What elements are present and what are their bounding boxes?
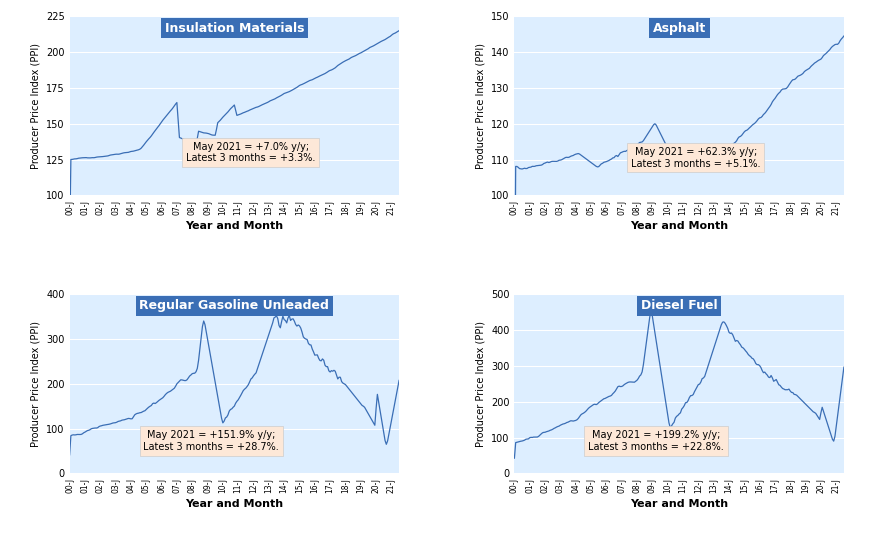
Text: Insulation Materials: Insulation Materials — [164, 22, 304, 34]
Text: Regular Gasoline Unleaded: Regular Gasoline Unleaded — [139, 300, 328, 313]
Y-axis label: Producer Price Index (PPI): Producer Price Index (PPI) — [475, 43, 485, 169]
Y-axis label: Producer Price Index (PPI): Producer Price Index (PPI) — [30, 43, 40, 169]
Text: May 2021 = +151.9% y/y;
Latest 3 months = +28.7%.: May 2021 = +151.9% y/y; Latest 3 months … — [143, 430, 279, 452]
X-axis label: Year and Month: Year and Month — [629, 221, 727, 231]
Y-axis label: Producer Price Index (PPI): Producer Price Index (PPI) — [475, 321, 485, 447]
Text: Asphalt: Asphalt — [652, 22, 705, 34]
Text: Diesel Fuel: Diesel Fuel — [640, 300, 717, 313]
Text: May 2021 = +199.2% y/y;
Latest 3 months = +22.8%.: May 2021 = +199.2% y/y; Latest 3 months … — [587, 430, 723, 452]
Y-axis label: Producer Price Index (PPI): Producer Price Index (PPI) — [30, 321, 41, 447]
X-axis label: Year and Month: Year and Month — [185, 499, 283, 509]
X-axis label: Year and Month: Year and Month — [629, 499, 727, 509]
Text: May 2021 = +7.0% y/y;
Latest 3 months = +3.3%.: May 2021 = +7.0% y/y; Latest 3 months = … — [186, 141, 315, 163]
X-axis label: Year and Month: Year and Month — [185, 221, 283, 231]
Text: May 2021 = +62.3% y/y;
Latest 3 months = +5.1%.: May 2021 = +62.3% y/y; Latest 3 months =… — [630, 147, 760, 168]
